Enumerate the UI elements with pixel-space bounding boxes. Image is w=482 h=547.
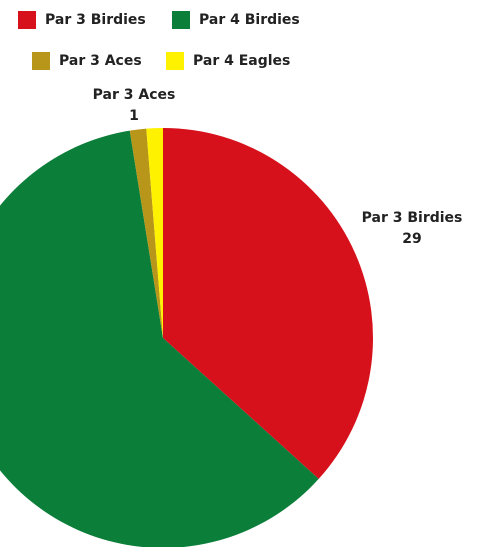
legend-swatch: [166, 52, 184, 70]
slice-label: Par 3 Birdies: [362, 210, 463, 226]
pie-slice: [0, 130, 319, 547]
slice-value: 29: [402, 231, 421, 247]
legend-label: Par 3 Birdies: [45, 12, 146, 28]
pie-slice: [129, 128, 163, 338]
legend-swatch: [32, 52, 50, 70]
pie-slice: [146, 128, 163, 338]
legend-label: Par 4 Eagles: [193, 53, 290, 69]
legend-swatch: [18, 11, 36, 29]
slice-value: 1: [129, 108, 139, 124]
legend-swatch: [172, 11, 190, 29]
legend-label: Par 4 Birdies: [199, 12, 300, 28]
legend-label: Par 3 Aces: [59, 53, 142, 69]
pie-slice: [163, 128, 373, 479]
slice-label: Par 3 Aces: [93, 87, 176, 103]
